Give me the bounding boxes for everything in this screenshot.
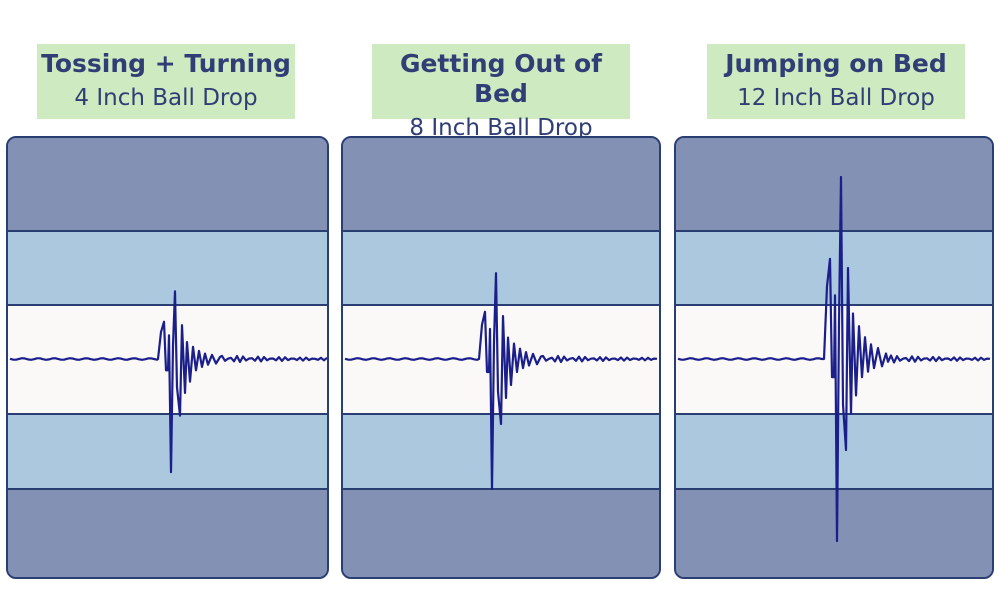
panel-getting-out (341, 136, 661, 579)
chart-title: Getting Out of Bed (399, 49, 603, 108)
label-jumping: Jumping on Bed 12 Inch Ball Drop (707, 44, 965, 119)
band-bottom (676, 488, 992, 577)
band-top (343, 138, 659, 230)
waveform-getting-out (344, 272, 658, 491)
band-upper (676, 230, 992, 304)
band-upper (8, 230, 327, 304)
panel-jumping (674, 136, 994, 579)
chart-title: Jumping on Bed (725, 49, 947, 78)
band-bottom (343, 488, 659, 577)
chart-subtitle: 4 Inch Ball Drop (74, 85, 258, 111)
label-tossing: Tossing + Turning 4 Inch Ball Drop (37, 44, 295, 119)
waveform-line (9, 290, 327, 474)
band-lower (8, 413, 327, 488)
waveform-jumping (677, 175, 991, 543)
waveform-line (344, 272, 658, 491)
band-bottom (8, 488, 327, 577)
waveform-tossing (9, 290, 327, 474)
band-top (676, 138, 992, 230)
chart-title: Tossing + Turning (41, 49, 291, 78)
waveform-line (677, 175, 991, 543)
chart-subtitle: 12 Inch Ball Drop (737, 85, 935, 111)
panel-tossing (6, 136, 329, 579)
label-getting-out: Getting Out of Bed 8 Inch Ball Drop (372, 44, 630, 141)
band-upper (343, 230, 659, 304)
band-top (8, 138, 327, 230)
band-lower (676, 413, 992, 488)
